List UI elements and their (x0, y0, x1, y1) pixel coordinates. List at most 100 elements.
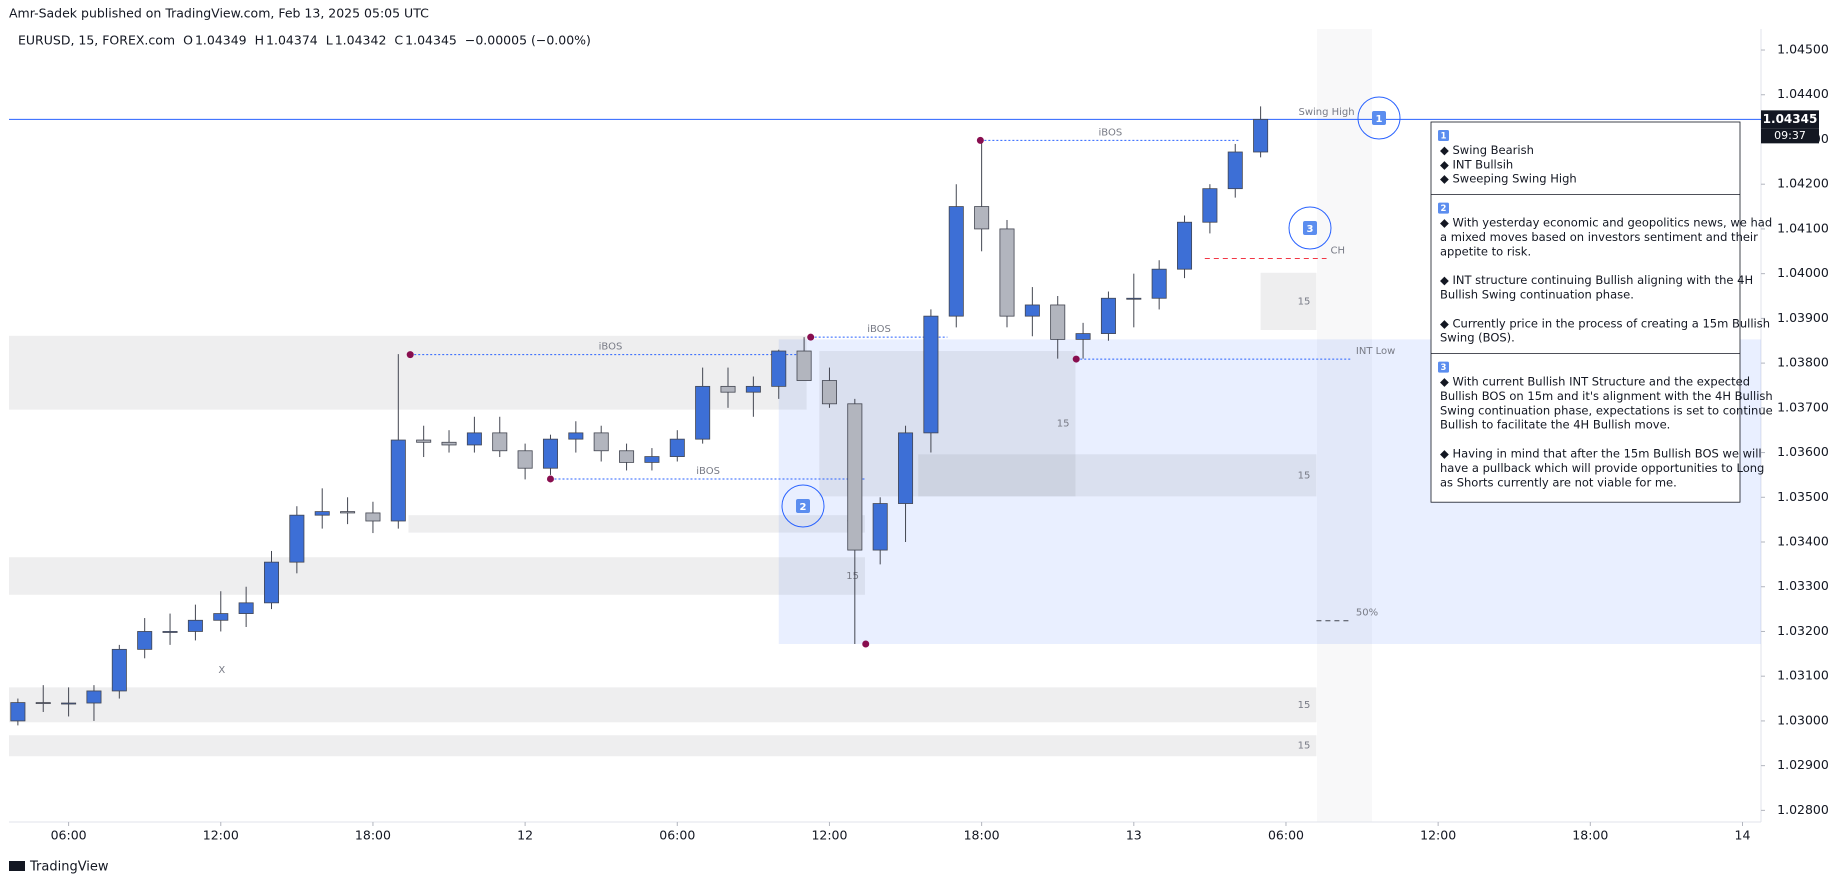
y-tick-label: 1.02800 (1777, 802, 1829, 817)
level-label: 50% (1356, 608, 1378, 619)
note-badge (1438, 130, 1449, 141)
candle-body (720, 385, 736, 393)
marker-ring (1357, 96, 1401, 140)
candle-body (847, 403, 863, 551)
marker-label: 2 (800, 502, 807, 513)
note-number: 3 (1441, 363, 1447, 373)
candle-body (999, 228, 1015, 317)
legend-l-label: L (326, 33, 333, 48)
candle-body (517, 450, 533, 469)
zone (9, 687, 1317, 723)
candle-body (542, 438, 558, 469)
x-tick-label: 06:00 (51, 828, 87, 843)
note-line: ◆ INT structure continuing Bullish align… (1440, 273, 1753, 287)
legend-change: −0.00005 (−0.00%) (465, 33, 591, 48)
candle-body (1075, 333, 1091, 340)
y-tick-label: 1.03800 (1777, 355, 1829, 370)
note-line: a mixed moves based on investors sentime… (1440, 230, 1758, 244)
candle-body (466, 432, 482, 446)
candle-body (213, 613, 229, 621)
marker-label: 3 (1307, 224, 1314, 235)
candle-body (923, 315, 939, 434)
note-line: Swing (BOS). (1440, 331, 1515, 345)
last-price-box (1761, 110, 1819, 129)
candle-body (1100, 297, 1116, 334)
zone-label: 15 (1298, 470, 1311, 481)
candle-body (948, 206, 964, 317)
pivot (862, 640, 870, 648)
note-line: ◆ With yesterday economic and geopolitic… (1440, 216, 1772, 230)
candle-body (669, 438, 685, 457)
annotation: Swing High (1298, 107, 1354, 118)
zone-label: 15 (1057, 419, 1070, 430)
marker-badge (1303, 221, 1317, 235)
y-tick-label: 1.03900 (1777, 310, 1829, 325)
candle-body (745, 385, 761, 393)
candle-body (644, 456, 660, 463)
candle-body (492, 432, 508, 452)
level-label: iBOS (696, 466, 720, 477)
candle-body (35, 702, 51, 704)
candle-body (1024, 304, 1040, 317)
x-tick-label: 12:00 (1420, 828, 1456, 843)
candle-body (263, 561, 279, 604)
candle-body (314, 511, 330, 516)
legend-c: 1.04345 (405, 33, 457, 48)
candle-body (796, 350, 812, 381)
marker-badge (1372, 111, 1386, 125)
level-label: iBOS (867, 324, 891, 335)
last-price-label: 1.04345 (1763, 112, 1818, 126)
note-badge (1438, 202, 1449, 214)
countdown: 09:37 (1774, 129, 1806, 142)
note-line: Bullish Swing continuation phase. (1440, 288, 1634, 302)
y-tick-label: 1.03000 (1777, 712, 1829, 727)
zone-label: 15 (1298, 296, 1311, 307)
candle-body (1050, 304, 1066, 340)
note-line: ◆ With current Bullish INT Structure and… (1440, 375, 1750, 389)
candle-body (340, 511, 356, 514)
legend-l: 1.04342 (335, 33, 387, 48)
note-line: ◆ Swing Bearish (1440, 143, 1534, 157)
candle-body (390, 439, 406, 522)
level-label: CH (1331, 245, 1346, 256)
note-line: ◆ Sweeping Swing High (1440, 172, 1577, 186)
candle-body (289, 514, 305, 563)
legend-o: 1.04349 (195, 33, 247, 48)
candle-body (593, 432, 609, 452)
x-tick-label: 14 (1735, 828, 1751, 843)
x-tick-label: 18:00 (1572, 828, 1608, 843)
future-strip (1317, 29, 1372, 822)
annotation: X (218, 665, 225, 676)
candle-body (441, 441, 457, 446)
candle-body (619, 450, 635, 463)
candle-body (1253, 118, 1269, 153)
candle-body (1177, 221, 1193, 270)
y-tick-label: 1.03600 (1777, 444, 1829, 459)
zone (918, 454, 1317, 497)
y-tick-label: 1.02900 (1777, 757, 1829, 772)
level-label: INT Low (1356, 346, 1395, 357)
x-tick-label: 06:00 (1268, 828, 1304, 843)
zone (1260, 272, 1317, 331)
level-label: iBOS (599, 342, 623, 353)
candle-body (61, 702, 77, 705)
level-label: iBOS (1098, 127, 1122, 138)
candle-body (872, 503, 888, 551)
legend-c-label: C (394, 33, 403, 48)
notes-box (1430, 121, 1741, 503)
candle-body (10, 702, 26, 722)
y-tick-label: 1.03200 (1777, 623, 1829, 638)
y-tick-label: 1.04200 (1777, 176, 1829, 191)
note-line: Bullish to facilitate the 4H Bullish mov… (1440, 418, 1670, 432)
note-line: appetite to risk. (1440, 244, 1531, 258)
pivot (807, 333, 815, 341)
candle-body (238, 602, 254, 614)
x-tick-label: 12 (517, 828, 533, 843)
legend-o-label: O (183, 33, 193, 48)
marker-badge (796, 499, 810, 513)
y-tick-label: 1.03100 (1777, 668, 1829, 683)
legend-symbol: EURUSD, 15, FOREX.com (18, 33, 175, 48)
marker-ring (781, 484, 825, 528)
note-line: have a pullback which will provide oppor… (1440, 461, 1764, 475)
